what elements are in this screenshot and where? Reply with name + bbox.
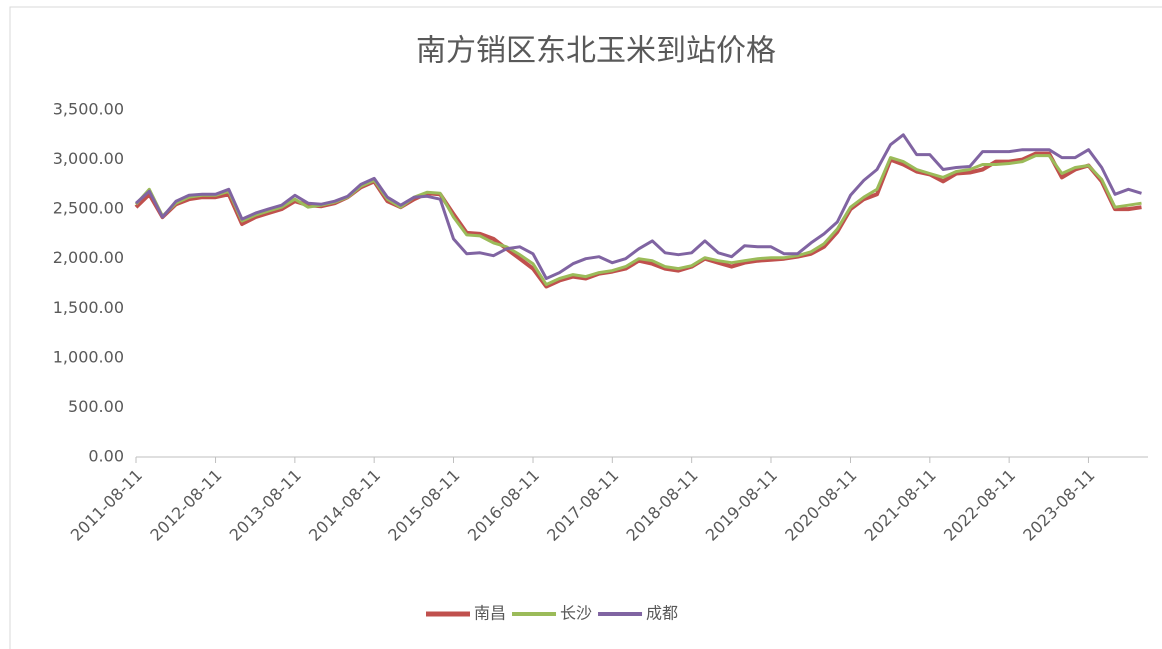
y-tick-label: 500.00 (68, 397, 124, 416)
legend-label: 南昌 (474, 604, 506, 623)
y-tick-label: 2,500.00 (53, 199, 124, 218)
y-tick-label: 3,500.00 (53, 100, 124, 119)
y-tick-label: 1,000.00 (53, 347, 124, 366)
y-tick-label: 2,000.00 (53, 248, 124, 267)
series-line (134, 133, 1142, 280)
y-tick-label: 1,500.00 (53, 298, 124, 317)
y-tick-label: 3,000.00 (53, 149, 124, 168)
y-tick-label: 0.00 (88, 447, 124, 466)
chart-frame (9, 6, 1162, 649)
chart-title: 南方销区东北玉米到站价格 (416, 34, 776, 69)
series-line (134, 154, 1142, 286)
legend-label: 成都 (646, 604, 678, 623)
legend-label: 长沙 (560, 604, 592, 623)
